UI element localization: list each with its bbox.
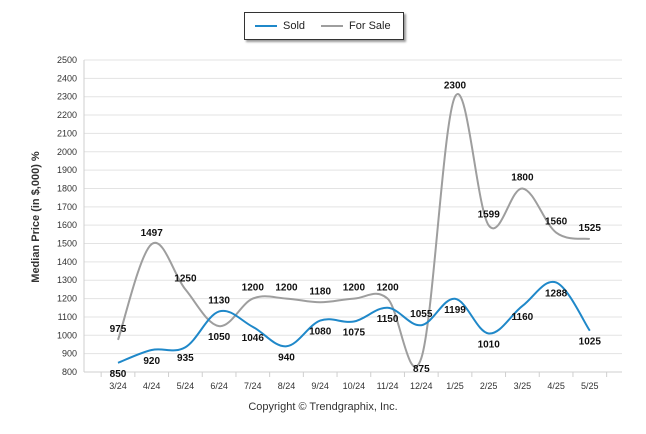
- x-tick-label: 3/25: [514, 381, 532, 391]
- y-tick-label: 2000: [57, 147, 77, 157]
- series-lines: [117, 93, 591, 368]
- x-tick-label: 3/24: [109, 381, 127, 391]
- legend-label-sold: Sold: [283, 20, 306, 32]
- y-tick-label: 1000: [57, 330, 77, 340]
- data-label-sold: 1150: [377, 314, 399, 325]
- data-label-sold: 1046: [242, 333, 265, 344]
- data-label-sold: 940: [278, 352, 295, 363]
- series-line-sold: [117, 280, 591, 364]
- axes: 800 900 1000 1100 1200 1300 1400 1500 1600 1700 18…: [57, 55, 622, 391]
- y-tick-label: 1600: [57, 220, 77, 230]
- x-tick-label: 11/24: [377, 381, 399, 391]
- y-tick-label: 1300: [57, 275, 77, 285]
- legend-swatch-sold: [255, 25, 277, 27]
- x-tick-label: 12/24: [410, 381, 433, 391]
- data-label-sold: 920: [143, 356, 160, 367]
- x-tick-label: 10/24: [343, 381, 366, 391]
- legend-label-for-sale: For Sale: [349, 20, 391, 32]
- data-label-for-sale: 1250: [174, 273, 197, 284]
- x-tick-label: 7/24: [244, 381, 262, 391]
- x-tick-label: 5/24: [177, 381, 195, 391]
- grid-lines: [84, 59, 622, 373]
- y-tick-label: 1400: [57, 257, 77, 267]
- data-label-for-sale: 1200: [343, 283, 366, 294]
- data-label-sold: 1075: [343, 328, 366, 339]
- data-label-for-sale: 875: [413, 364, 430, 375]
- y-tick-label: 2200: [57, 110, 77, 120]
- y-tick-label: 2400: [57, 73, 77, 83]
- data-label-for-sale: 1525: [579, 223, 602, 234]
- legend-swatch-for-sale: [321, 25, 344, 27]
- data-label-sold: 1199: [444, 305, 466, 316]
- y-tick-label: 1100: [58, 312, 77, 322]
- data-label-for-sale: 1180: [309, 286, 331, 297]
- data-label-for-sale: 2300: [444, 81, 467, 92]
- series-line-for-sale: [117, 93, 590, 368]
- copyright-text: Copyright © Trendgraphix, Inc.: [248, 401, 398, 413]
- y-tick-label: 2300: [57, 92, 77, 102]
- data-label-sold: 1025: [579, 337, 602, 348]
- data-label-sold: 1010: [478, 339, 501, 350]
- data-label-for-sale: 975: [110, 324, 127, 335]
- data-label-for-sale: 1497: [141, 228, 164, 239]
- data-label-sold: 1160: [512, 312, 534, 323]
- y-tick-label: 800: [62, 367, 77, 377]
- data-label-sold: 850: [110, 369, 127, 380]
- y-tick-label: 1200: [57, 294, 77, 304]
- x-tick-label: 8/24: [278, 381, 296, 391]
- chart-legend: Sold For Sale: [244, 12, 404, 40]
- data-label-for-sale: 1200: [376, 283, 399, 294]
- data-label-sold: 1288: [545, 288, 568, 299]
- y-tick-label: 1500: [57, 239, 77, 249]
- data-label-for-sale: 1599: [478, 209, 501, 220]
- x-tick-label: 4/24: [143, 381, 161, 391]
- y-tick-label: 1900: [57, 165, 77, 175]
- x-tick-label: 4/25: [547, 381, 565, 391]
- y-tick-label: 1700: [57, 202, 77, 212]
- data-label-for-sale: 1200: [242, 283, 265, 294]
- y-tick-label: 1800: [57, 183, 77, 193]
- x-tick-label: 5/25: [581, 381, 599, 391]
- x-tick-label: 6/24: [210, 381, 228, 391]
- x-tick-label: 1/25: [446, 381, 464, 391]
- y-tick-label: 900: [62, 349, 77, 359]
- data-label-for-sale: 1800: [511, 172, 534, 183]
- data-labels: 850 920 935 1130 1046 940 1080 1075 1150 1055 1199…: [110, 81, 602, 380]
- y-tick-label: 2100: [57, 128, 77, 138]
- y-tick-label: 2500: [57, 55, 77, 65]
- data-label-sold: 1130: [208, 295, 230, 306]
- legend-item-sold[interactable]: Sold: [255, 20, 305, 32]
- x-tick-label: 2/25: [480, 381, 498, 391]
- data-label-for-sale: 1050: [208, 332, 231, 343]
- legend-item-for-sale[interactable]: For Sale: [321, 20, 391, 32]
- data-label-for-sale: 1200: [275, 283, 298, 294]
- data-label-sold: 1055: [410, 309, 433, 320]
- data-label-sold: 935: [177, 353, 194, 364]
- data-label-sold: 1080: [309, 327, 332, 338]
- x-tick-label: 9/24: [311, 381, 329, 391]
- data-label-for-sale: 1560: [545, 217, 568, 228]
